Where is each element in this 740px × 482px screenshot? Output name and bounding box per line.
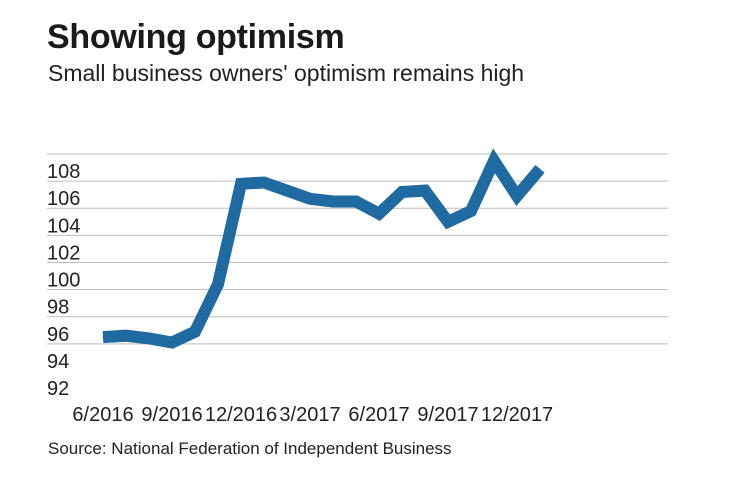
data-point — [401, 191, 403, 193]
x-tick-label: 12/2017 — [481, 404, 553, 426]
y-tick-label: 94 — [47, 351, 69, 373]
y-tick-label: 102 — [47, 242, 80, 264]
data-point — [516, 195, 518, 197]
data-point — [148, 337, 150, 339]
data-point — [378, 213, 380, 215]
chart-source: Source: National Federation of Independe… — [48, 439, 452, 458]
chart-title: Showing optimism — [47, 18, 345, 56]
x-tick-label: 12/2016 — [205, 404, 277, 426]
y-tick-label: 100 — [47, 270, 80, 292]
chart-subtitle: Small business owners' optimism remains … — [48, 60, 525, 86]
data-point — [470, 210, 472, 212]
data-point — [355, 200, 357, 202]
x-tick-label: 9/2016 — [141, 404, 202, 426]
data-point — [263, 181, 265, 183]
data-point — [240, 183, 242, 185]
data-point — [194, 331, 196, 333]
y-tick-label: 108 — [47, 161, 80, 183]
data-point — [125, 335, 127, 337]
y-tick-label: 96 — [47, 324, 69, 346]
data-point — [286, 190, 288, 192]
data-point — [309, 198, 311, 200]
y-tick-label: 104 — [47, 215, 80, 237]
data-point — [102, 336, 104, 338]
data-point — [493, 160, 495, 162]
data-point — [217, 283, 219, 285]
data-point — [424, 190, 426, 192]
data-point — [171, 342, 173, 344]
y-tick-label: 92 — [47, 378, 69, 400]
x-tick-label: 3/2017 — [279, 404, 340, 426]
y-tick-label: 98 — [47, 297, 69, 319]
x-tick-label: 9/2017 — [417, 404, 478, 426]
y-tick-label: 106 — [47, 188, 80, 210]
data-point — [447, 221, 449, 223]
x-tick-label: 6/2016 — [72, 404, 133, 426]
optimism-series-line — [102, 148, 545, 349]
x-tick-label: 6/2017 — [348, 404, 409, 426]
data-point — [332, 200, 334, 202]
data-point — [539, 168, 541, 170]
